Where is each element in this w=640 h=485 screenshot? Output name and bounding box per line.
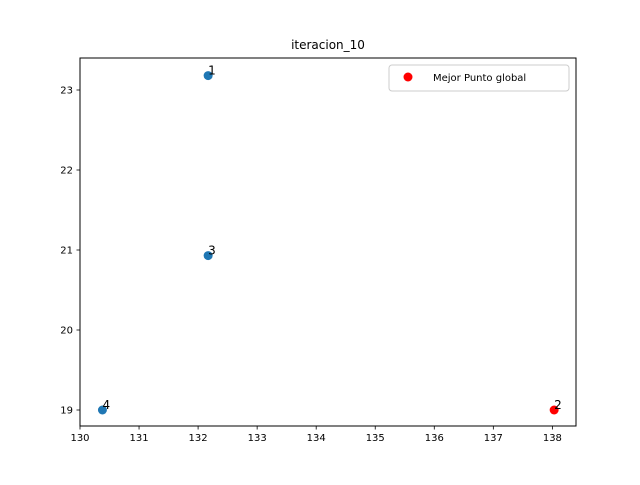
point-label: 1 — [208, 64, 216, 78]
point-label: 4 — [102, 398, 110, 412]
plot-area — [80, 58, 576, 426]
y-tick-label: 19 — [60, 406, 73, 417]
x-tick-label: 131 — [130, 433, 149, 444]
y-axis: 19 20 21 22 23 — [60, 86, 80, 417]
y-tick-label: 21 — [60, 246, 73, 257]
x-tick-label: 136 — [425, 433, 444, 444]
y-tick-label: 22 — [60, 166, 73, 177]
x-axis: 130 131 132 133 134 135 136 137 138 — [70, 426, 562, 444]
legend: Mejor Punto global — [388, 64, 570, 92]
x-tick-label: 132 — [189, 433, 208, 444]
x-tick-label: 137 — [484, 433, 503, 444]
x-tick-label: 130 — [70, 433, 89, 444]
x-tick-label: 135 — [366, 433, 385, 444]
x-tick-label: 133 — [248, 433, 267, 444]
x-tick-label: 134 — [307, 433, 326, 444]
legend-box — [388, 64, 570, 92]
data-point — [97, 405, 107, 415]
y-tick-label: 20 — [60, 326, 73, 337]
point-label: 3 — [208, 244, 216, 258]
x-tick-label: 138 — [543, 433, 562, 444]
data-point — [203, 71, 213, 81]
legend-marker — [403, 72, 413, 82]
points-layer: 1 3 4 2 — [97, 64, 562, 415]
data-point — [549, 405, 559, 415]
chart-title: iteracion_10 — [291, 38, 365, 52]
point-label: 2 — [554, 398, 562, 412]
data-point — [203, 251, 213, 261]
legend-label: Mejor Punto global — [433, 73, 526, 84]
y-tick-label: 23 — [60, 86, 73, 97]
plot-frame — [79, 57, 577, 427]
